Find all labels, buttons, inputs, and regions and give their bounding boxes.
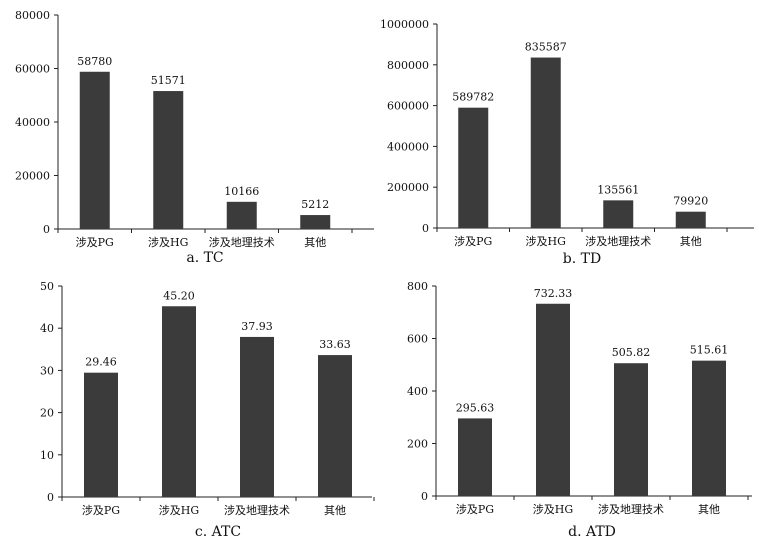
x-tick-label: 涉及地理技术 — [585, 234, 651, 248]
y-tick-label: 400000 — [387, 140, 429, 153]
data-label: 37.93 — [241, 320, 273, 333]
data-label: 29.46 — [85, 356, 117, 369]
bar — [603, 200, 634, 228]
chart-b-svg: 0 200000 400000 600000 800000 1000000 589782 涉及… — [380, 18, 754, 267]
y-tick-label: 20000 — [15, 170, 50, 183]
bar — [153, 91, 184, 229]
chart-title: b. TD — [563, 251, 601, 267]
y-tick-label: 0 — [47, 491, 54, 504]
x-tick-label: 涉及HG — [148, 235, 188, 249]
bar — [300, 215, 331, 229]
y-tick-label: 30 — [40, 364, 54, 377]
x-tick-label: 涉及PG — [82, 503, 120, 517]
bar — [692, 360, 726, 496]
bar — [240, 336, 274, 497]
x-tick-label: 涉及HG — [526, 234, 566, 248]
y-tick-label: 200 — [407, 438, 428, 451]
chart-panel-b: 0 200000 400000 600000 800000 1000000 589782 涉及… — [380, 0, 759, 268]
y-tick-label: 80000 — [15, 9, 50, 22]
chart-d-svg: 0 200 400 600 800 295.63 涉及PG 732.33 涉及HG 505.82 涉… — [407, 280, 752, 540]
data-label: 10166 — [224, 185, 259, 198]
data-label: 505.82 — [612, 346, 651, 359]
chart-a-svg: 0 20000 40000 60000 80000 58780 涉及PG 51571 涉及HG 1… — [15, 9, 374, 266]
data-label: 515.61 — [690, 344, 729, 357]
chart-panel-a: 0 20000 40000 60000 80000 58780 涉及PG 51571 涉及HG 1… — [0, 0, 380, 268]
x-tick-label: 涉及PG — [456, 502, 494, 516]
x-tick-label: 其他 — [680, 235, 702, 248]
y-tick-label: 20 — [40, 407, 54, 420]
x-tick-label: 涉及PG — [76, 235, 114, 249]
bar — [675, 211, 706, 228]
x-tick-label: 其他 — [324, 504, 346, 517]
data-label: 58780 — [77, 55, 112, 68]
data-label: 5212 — [301, 198, 329, 211]
y-tick-label: 60000 — [15, 63, 50, 76]
data-label: 45.20 — [163, 289, 195, 302]
bar — [536, 303, 570, 496]
bar — [458, 107, 489, 228]
x-tick-label: 其他 — [698, 503, 720, 516]
data-label: 33.63 — [319, 338, 351, 351]
bar — [226, 201, 257, 229]
chart-c-svg: 0 10 20 30 40 50 29.46 涉及PG 45.20 涉及HG 37.93 涉及地理技术… — [40, 280, 375, 540]
bar — [318, 355, 352, 497]
data-label: 835587 — [525, 41, 567, 54]
data-label: 732.33 — [534, 287, 573, 300]
x-tick-label: 其他 — [304, 236, 326, 249]
y-tick-label: 0 — [421, 490, 428, 503]
data-label: 79920 — [673, 195, 708, 208]
x-tick-label: 涉及HG — [159, 503, 199, 517]
y-tick-label: 600 — [407, 333, 428, 346]
y-tick-label: 0 — [43, 223, 50, 236]
y-tick-label: 800000 — [387, 59, 429, 72]
chart-title: d. ATD — [568, 524, 616, 540]
y-tick-label: 400 — [407, 385, 428, 398]
chart-panel-c: 0 10 20 30 40 50 29.46 涉及PG 45.20 涉及HG 37.93 涉及地理技术… — [0, 272, 380, 542]
y-tick-label: 200000 — [387, 181, 429, 194]
data-label: 589782 — [452, 91, 494, 104]
chart-title: a. TC — [186, 250, 223, 266]
chart-title: c. ATC — [195, 524, 241, 540]
y-tick-label: 40 — [40, 322, 54, 335]
y-tick-label: 50 — [40, 280, 54, 293]
bar — [614, 363, 648, 496]
x-tick-label: 涉及地理技术 — [598, 502, 664, 516]
data-label: 51571 — [151, 74, 186, 87]
chart-panel-d: 0 200 400 600 800 295.63 涉及PG 732.33 涉及HG 505.82 涉… — [380, 272, 759, 542]
y-tick-label: 40000 — [15, 116, 50, 129]
x-tick-label: 涉及地理技术 — [224, 503, 290, 517]
y-tick-label: 800 — [407, 280, 428, 293]
bar — [79, 71, 110, 230]
y-tick-label: 10 — [40, 449, 54, 462]
x-tick-label: 涉及PG — [454, 234, 492, 248]
bar — [458, 418, 492, 496]
x-tick-label: 涉及HG — [533, 502, 573, 516]
y-tick-label: 600000 — [387, 100, 429, 113]
y-tick-label: 0 — [422, 222, 429, 235]
data-label: 295.63 — [456, 401, 495, 414]
bar — [162, 306, 196, 497]
bar — [530, 57, 561, 228]
x-tick-label: 涉及地理技术 — [209, 235, 275, 249]
bar — [84, 372, 118, 497]
data-label: 135561 — [597, 183, 639, 196]
y-tick-label: 1000000 — [380, 18, 429, 31]
